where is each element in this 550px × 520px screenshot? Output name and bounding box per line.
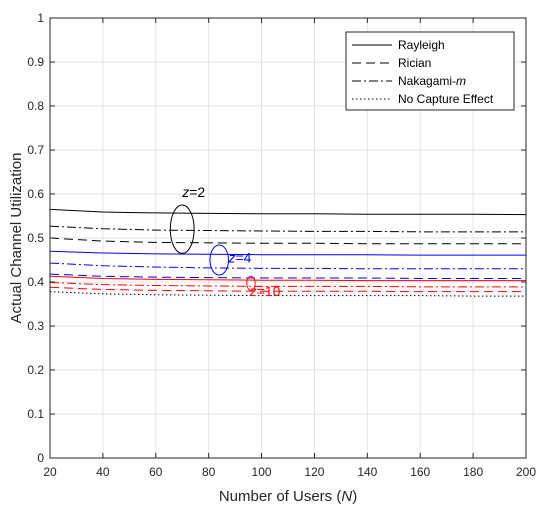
x-tick-label: 120: [304, 465, 324, 479]
axis-ticks: 20 40 60 80 100 120 140 160 180 200 0 0.1 0.2 0.3 0.4 0…: [27, 11, 536, 479]
x-tick-label: 40: [96, 465, 110, 479]
legend-label-no-capture-text: No Capture Effect: [398, 92, 494, 106]
y-tick-label: 0.2: [27, 363, 44, 377]
legend: Rayleigh Rician Nakagami-m No Capture Ef…: [345, 31, 515, 111]
legend-samples: [352, 44, 392, 100]
y-tick-label: 0.1: [27, 407, 44, 421]
y-tick-label: 1: [37, 11, 44, 25]
y-tick-label: 0.3: [27, 319, 44, 333]
series-line-z2-dashed: [49, 237, 526, 245]
legend-label-rayleigh-text: Rayleigh: [398, 38, 445, 52]
annotation-label: z=4: [228, 250, 252, 266]
legend-label-nakagami-italic: m: [456, 74, 466, 88]
series-line-z4-solid: [49, 250, 526, 256]
x-tick-label: 180: [463, 465, 483, 479]
series-line-z10-dashed: [49, 286, 526, 293]
y-tick-label: 0.8: [27, 99, 44, 113]
x-tick-label: 20: [43, 465, 57, 479]
y-tick-label: 0.5: [27, 231, 44, 245]
legend-label-nakagami-text: Nakagami-: [398, 74, 456, 88]
legend-label-rician: Rician: [398, 56, 431, 70]
annotation-ellipse: [209, 244, 230, 276]
series-line-z2-dashdot: [49, 225, 526, 233]
legend-label-rician-text: Rician: [398, 56, 431, 70]
legend-label-nakagami: Nakagami-m: [398, 74, 466, 88]
annotation-label-variable: z: [181, 184, 189, 200]
y-tick-label: 0.7: [27, 143, 44, 157]
series-line-none-dotted: [49, 291, 526, 297]
annotation-ellipse: [246, 275, 256, 291]
series-line-z10-dashdot: [49, 281, 526, 288]
annotation-label: z=10: [249, 283, 281, 299]
x-tick-label: 200: [516, 465, 536, 479]
annotation-label-value: =10: [257, 283, 281, 299]
annotation-label-value: =4: [236, 250, 252, 266]
y-tick-label: 0.6: [27, 187, 44, 201]
annotation-ellipse: [169, 204, 195, 254]
data-series: [49, 208, 527, 297]
series-line-z10-solid: [49, 275, 526, 282]
y-axis-label: Actual Channel Utilization: [8, 153, 25, 324]
y-tick-label: 0.9: [27, 55, 44, 69]
x-axis-label-variable: N: [341, 488, 352, 505]
x-tick-label: 80: [202, 465, 216, 479]
legend-label-no-capture: No Capture Effect: [398, 92, 494, 106]
x-axis-label: Number of Users (N): [219, 488, 357, 505]
y-tick-label: 0.4: [27, 275, 44, 289]
series-line-z2-solid: [49, 208, 527, 216]
x-tick-label: 100: [252, 465, 272, 479]
annotation-label: z=2: [181, 184, 205, 200]
x-tick-label: 140: [357, 465, 377, 479]
series-line-z4-dashdot: [49, 262, 526, 270]
x-axis-label-suffix: ): [352, 488, 357, 505]
annotations: z=2z=4z=10: [169, 184, 281, 299]
x-tick-label: 60: [149, 465, 163, 479]
y-tick-label: 0: [37, 451, 44, 465]
annotation-label-variable: z: [249, 283, 257, 299]
legend-label-rayleigh: Rayleigh: [398, 38, 445, 52]
x-tick-label: 160: [410, 465, 430, 479]
annotation-label-variable: z: [228, 250, 236, 266]
series-line-z4-dashed: [49, 273, 526, 279]
x-axis-label-prefix: Number of Users (: [219, 488, 342, 505]
annotation-label-value: =2: [189, 184, 205, 200]
